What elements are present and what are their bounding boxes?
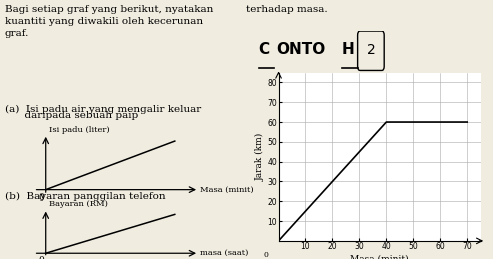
Text: Bagi setiap graf yang berikut, nyatakan
kuantiti yang diwakili oleh kecerunan
gr: Bagi setiap graf yang berikut, nyatakan … [5, 5, 213, 38]
Text: 0: 0 [38, 256, 44, 259]
Text: C: C [259, 42, 270, 57]
Text: Bayaran (RM): Bayaran (RM) [49, 200, 108, 208]
Text: daripada sebuah paip: daripada sebuah paip [5, 111, 138, 120]
Text: masa (saat): masa (saat) [200, 249, 248, 257]
Text: 0: 0 [38, 193, 44, 202]
Text: ONTO: ONTO [277, 42, 326, 57]
FancyBboxPatch shape [357, 31, 384, 70]
Text: 2: 2 [366, 43, 375, 57]
Text: Masa (minit): Masa (minit) [200, 186, 253, 194]
Text: 0: 0 [264, 251, 269, 259]
X-axis label: Masa (minit): Masa (minit) [351, 254, 409, 259]
Y-axis label: Jarak (km): Jarak (km) [255, 133, 265, 181]
Text: terhadap masa.: terhadap masa. [246, 5, 328, 14]
Text: Isi padu (liter): Isi padu (liter) [49, 126, 109, 134]
Text: H: H [342, 42, 354, 57]
Text: (b)  Bayaran panggilan telefon: (b) Bayaran panggilan telefon [5, 192, 166, 201]
Text: (a)  Isi padu air yang mengalir keluar: (a) Isi padu air yang mengalir keluar [5, 105, 201, 114]
